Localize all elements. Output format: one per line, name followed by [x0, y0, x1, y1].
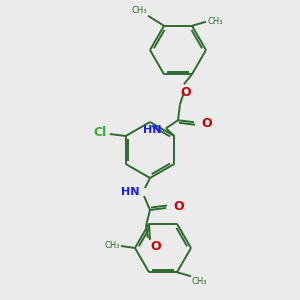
Text: Cl: Cl: [94, 127, 107, 140]
Text: CH₃: CH₃: [131, 6, 147, 15]
Text: O: O: [201, 117, 211, 130]
Text: CH₃: CH₃: [192, 277, 208, 286]
Text: HN: HN: [122, 187, 140, 197]
Text: CH₃: CH₃: [207, 17, 223, 26]
Text: O: O: [181, 86, 191, 99]
Text: HN: HN: [143, 125, 162, 135]
Text: O: O: [173, 200, 184, 214]
Text: O: O: [150, 240, 160, 253]
Text: CH₃: CH₃: [104, 241, 120, 250]
